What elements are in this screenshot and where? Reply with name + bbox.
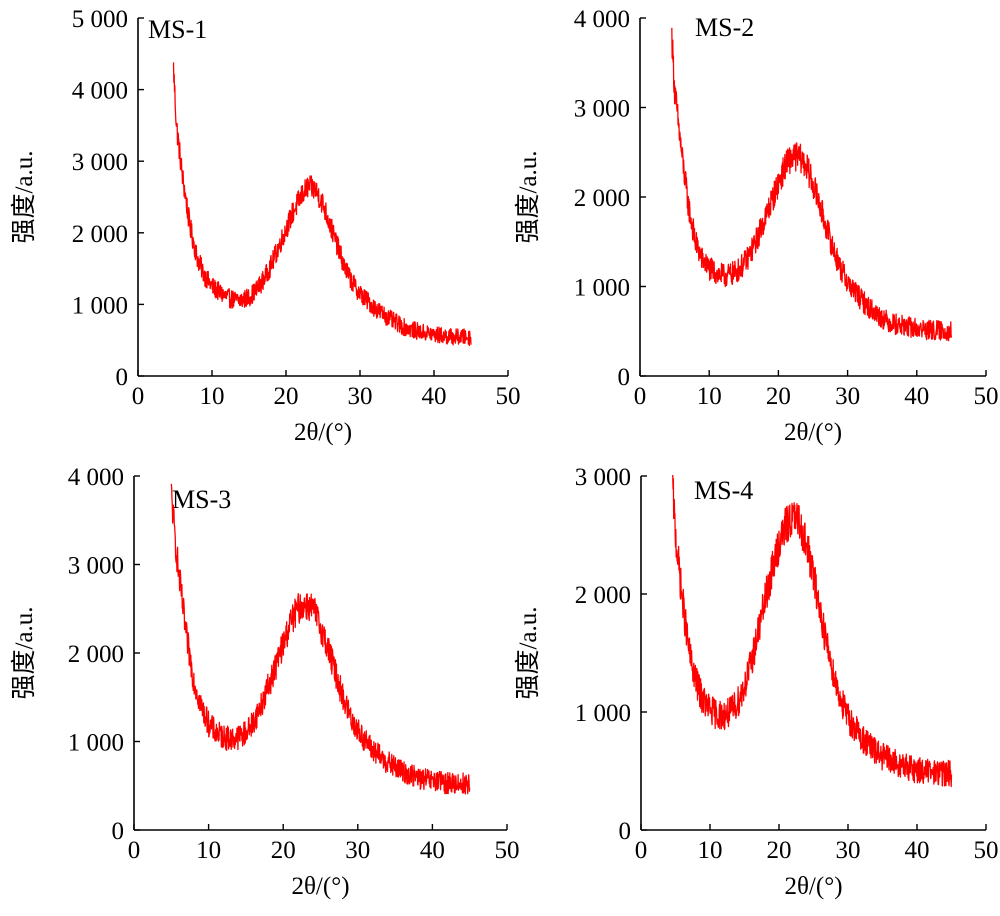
x-tick-label: 20 (274, 383, 299, 410)
y-axis-title: 强度/a.u. (10, 606, 38, 699)
y-tick-label: 4 000 (72, 78, 128, 105)
chart-panel-ms1: 0 10 20 30 40 50 0 1 000 2 000 3 000 4 000 5 000 2θ/… (10, 6, 521, 446)
series-line (672, 474, 953, 788)
y-tick-label: 2 000 (575, 582, 631, 609)
y-tick-label: 0 (619, 818, 632, 845)
y-tick-label: 2 000 (574, 185, 630, 212)
y-tick-label: 3 000 (68, 553, 124, 580)
y-tick-label: 2 000 (72, 221, 128, 248)
y-tick-label: 0 (618, 364, 631, 391)
x-tick-label: 10 (196, 837, 221, 864)
x-tick-label: 10 (698, 837, 723, 864)
x-tick-label: 40 (422, 383, 447, 410)
y-tick-label: 1 000 (68, 730, 124, 757)
y-tick-label: 1 000 (72, 292, 128, 319)
y-axis-title: 强度/a.u. (514, 606, 542, 699)
x-tick-label: 30 (835, 383, 860, 410)
y-axis-title: 强度/a.u. (10, 150, 38, 243)
y-tick-label: 0 (116, 364, 129, 391)
x-tick-label: 30 (836, 837, 861, 864)
series-line (170, 483, 471, 795)
x-tick-label: 30 (348, 383, 373, 410)
x-tick-label: 40 (904, 383, 929, 410)
chart-panel-ms3: 0 10 20 30 40 50 0 1 000 2 000 3 000 4 000 2θ/(°) 强度… (10, 464, 520, 900)
y-tick-label: 1 000 (575, 700, 631, 727)
y-tick-label: 3 000 (574, 96, 630, 123)
panel-label: MS-2 (695, 13, 754, 42)
y-tick-label: 0 (112, 818, 125, 845)
chart-panel-ms2: 0 10 20 30 40 50 0 1 000 2 000 3 000 4 000 2θ/(°) 强度… (514, 6, 999, 446)
series-line (671, 27, 953, 342)
x-tick-label: 20 (767, 837, 792, 864)
x-axis-title: 2θ/(°) (291, 873, 349, 900)
x-axis-title: 2θ/(°) (784, 873, 842, 900)
x-tick-label: 30 (345, 837, 370, 864)
x-tick-label: 20 (271, 837, 296, 864)
panel-label: MS-3 (172, 485, 231, 514)
x-tick-label: 40 (420, 837, 445, 864)
y-tick-label: 3 000 (575, 464, 631, 491)
x-tick-label: 0 (634, 383, 647, 410)
panel-label: MS-4 (694, 476, 753, 505)
panel-label: MS-1 (148, 15, 207, 44)
x-tick-label: 10 (697, 383, 722, 410)
x-tick-label: 0 (635, 837, 648, 864)
x-tick-label: 10 (200, 383, 225, 410)
y-tick-label: 4 000 (574, 6, 630, 33)
x-axis-title: 2θ/(°) (294, 419, 352, 446)
x-tick-label: 50 (495, 837, 520, 864)
y-tick-label: 5 000 (72, 6, 128, 33)
x-tick-label: 50 (974, 837, 999, 864)
x-tick-label: 40 (905, 837, 930, 864)
y-tick-label: 1 000 (574, 275, 630, 302)
y-axis-title: 强度/a.u. (514, 150, 542, 243)
x-tick-label: 20 (766, 383, 791, 410)
y-tick-label: 3 000 (72, 149, 128, 176)
y-tick-label: 2 000 (68, 641, 124, 668)
x-tick-label: 50 (974, 383, 999, 410)
chart-panel-ms4: 0 10 20 30 40 50 0 1 000 2 000 3 000 2θ/(°) 强度/a.u.… (514, 464, 999, 900)
y-tick-label: 4 000 (68, 464, 124, 491)
x-tick-label: 50 (496, 383, 521, 410)
series-line (172, 62, 472, 347)
x-tick-label: 0 (128, 837, 141, 864)
x-axis-title: 2θ/(°) (784, 419, 842, 446)
x-tick-label: 0 (132, 383, 145, 410)
